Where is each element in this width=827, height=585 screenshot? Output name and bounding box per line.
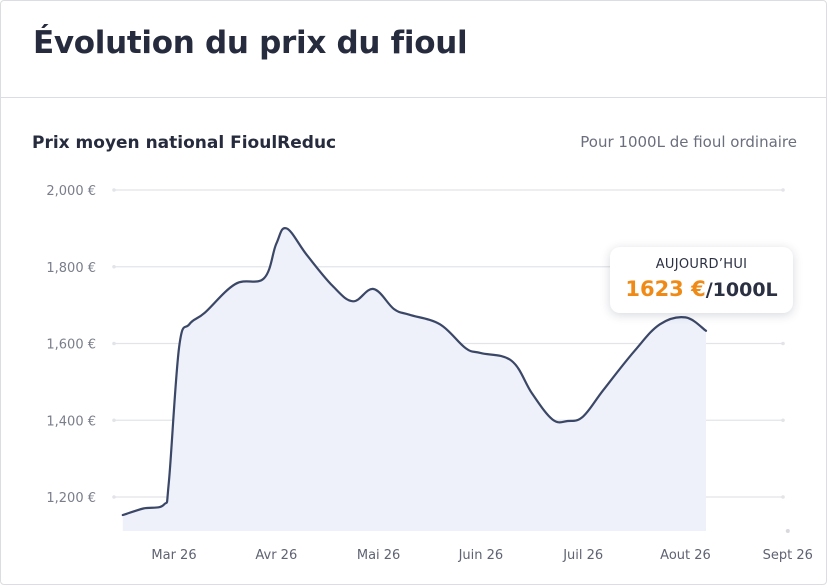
x-tick-label: Sept 26 xyxy=(763,548,813,563)
chart-title: Prix moyen national FioulReduc xyxy=(32,133,337,153)
gridline-dot xyxy=(781,341,785,346)
y-tick-label: 1,600 € xyxy=(46,338,96,353)
x-tick-label: Aout 26 xyxy=(660,548,711,563)
page-title: Évolution du prix du fioul xyxy=(33,25,468,61)
tooltip-label: AUJOURD’HUI xyxy=(655,257,748,272)
gridline-dot xyxy=(781,418,785,423)
tooltip-value: 1623 €/1000L xyxy=(610,277,793,301)
gridline-dot xyxy=(112,495,116,499)
y-tick-label: 2,000 € xyxy=(46,184,96,199)
x-tick-label: Juin 26 xyxy=(458,548,504,563)
tooltip-unit: /1000L xyxy=(705,279,778,301)
y-tick-label: 1,400 € xyxy=(46,414,96,429)
chart-subtitle: Pour 1000L de fioul ordinaire xyxy=(580,133,797,151)
today-tooltip: AUJOURD’HUI 1623 €/1000L xyxy=(610,247,793,313)
x-tick-label: Juil 26 xyxy=(562,548,603,563)
price-line xyxy=(121,227,708,517)
gridline-dot xyxy=(781,188,785,192)
tooltip-price: 1623 € xyxy=(625,277,706,301)
axis-end-dot xyxy=(785,529,790,533)
y-tick-label: 1,200 € xyxy=(46,491,96,506)
gridline-dot xyxy=(112,341,116,346)
gridline-dot xyxy=(112,188,116,192)
x-tick-label: Avr 26 xyxy=(255,548,297,563)
gridline-dot xyxy=(112,418,116,423)
card-header: Évolution du prix du fioul xyxy=(1,1,826,98)
gridline-dot xyxy=(781,495,785,499)
gridline-dot xyxy=(112,264,116,269)
x-tick-label: Mar 26 xyxy=(151,548,196,563)
y-tick-label: 1,800 € xyxy=(46,261,96,276)
x-tick-label: Mai 26 xyxy=(357,548,400,563)
price-area xyxy=(122,228,707,531)
